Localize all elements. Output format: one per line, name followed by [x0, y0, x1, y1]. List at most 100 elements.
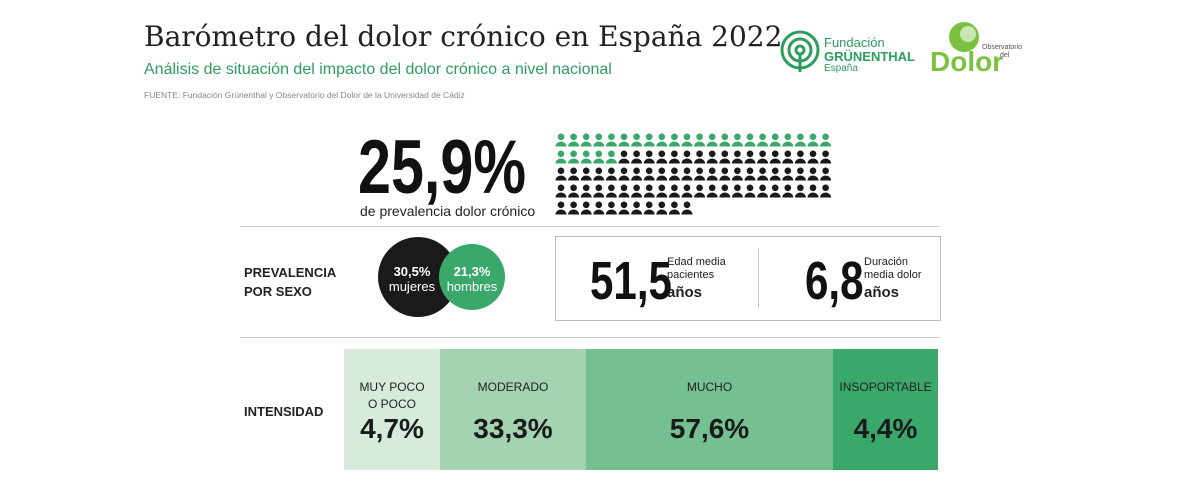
person-icon — [782, 167, 794, 181]
logo-text: Fundación — [824, 35, 885, 50]
duration-value: 6,8 — [805, 251, 864, 311]
title: Barómetro del dolor crónico en España 20… — [144, 20, 783, 53]
segment-label: INSOPORTABLE — [833, 379, 938, 396]
person-icon — [744, 150, 756, 164]
person-icon — [618, 133, 630, 147]
segment-value: 57,6% — [669, 413, 750, 444]
person-icon — [731, 167, 743, 181]
intensity-segment: INSOPORTABLE 4,4% — [833, 349, 938, 470]
person-icon — [643, 201, 655, 215]
logo-text: España — [824, 63, 858, 74]
segment-value: 4,4% — [853, 413, 918, 444]
label-line: PREVALENCIA — [244, 265, 337, 280]
prevalence-label: de prevalencia dolor crónico — [360, 203, 536, 219]
logo-text: Observatorio — [982, 44, 1023, 51]
age-value: 51,5 — [590, 251, 672, 311]
person-icon — [731, 150, 743, 164]
person-icon — [593, 184, 605, 198]
person-icon — [820, 150, 832, 164]
person-icon — [681, 167, 693, 181]
label-line: MUY POCO — [359, 380, 425, 394]
men-label: hombres — [446, 279, 498, 294]
person-icon — [694, 150, 706, 164]
person-icon — [643, 184, 655, 198]
person-icon — [794, 167, 806, 181]
person-icon — [593, 150, 605, 164]
person-icon — [631, 133, 643, 147]
person-icon — [580, 150, 592, 164]
person-icon — [744, 167, 756, 181]
label-line: Duración — [864, 256, 909, 268]
source: FUENTE: Fundación Grünenthal y Observato… — [144, 90, 465, 100]
segment-value: 4,7% — [360, 413, 424, 444]
person-icon — [656, 201, 668, 215]
person-icon — [593, 167, 605, 181]
logo-text: GRÜNENTHAL — [824, 49, 915, 64]
person-icon — [681, 201, 693, 215]
women-value: 30,5% — [393, 264, 431, 279]
person-icon — [668, 150, 680, 164]
person-icon — [668, 184, 680, 198]
age-label: Edad media pacientes — [667, 256, 726, 282]
person-icon — [757, 184, 769, 198]
intensity-segment: MUY POCO O POCO 4,7% — [344, 349, 440, 470]
person-icon — [631, 184, 643, 198]
label-line: pacientes — [667, 269, 715, 281]
person-icon — [568, 201, 580, 215]
observatorio-icon — [949, 22, 979, 52]
person-icon — [580, 167, 592, 181]
person-icon — [618, 201, 630, 215]
person-icon — [555, 201, 567, 215]
label-line: INSOPORTABLE — [839, 380, 932, 394]
people-pictogram — [555, 133, 832, 215]
person-icon — [555, 184, 567, 198]
person-icon — [643, 133, 655, 147]
men-value: 21,3% — [453, 264, 491, 279]
person-icon — [555, 150, 567, 164]
divider — [240, 337, 940, 338]
intensity-segment: MODERADO 33,3% — [440, 349, 586, 470]
men-text: 21,3% hombres — [440, 264, 504, 294]
intensity-label: INTENSIDAD — [244, 404, 324, 419]
person-icon — [568, 167, 580, 181]
sex-label: PREVALENCIA POR SEXO — [244, 263, 336, 301]
person-icon — [706, 133, 718, 147]
person-icon — [668, 167, 680, 181]
person-icon — [769, 184, 781, 198]
person-icon — [605, 201, 617, 215]
person-icon — [568, 150, 580, 164]
segment-label: MUCHO — [586, 379, 833, 396]
stats-box — [555, 236, 941, 321]
person-icon — [656, 184, 668, 198]
person-icon — [656, 150, 668, 164]
person-icon — [618, 150, 630, 164]
label-line: Edad media — [667, 256, 726, 268]
person-icon — [719, 133, 731, 147]
person-icon — [668, 133, 680, 147]
person-icon — [757, 133, 769, 147]
person-icon — [593, 133, 605, 147]
person-icon — [769, 133, 781, 147]
person-icon — [618, 167, 630, 181]
person-icon — [656, 167, 668, 181]
logo-text: del — [1000, 52, 1010, 59]
person-icon — [807, 133, 819, 147]
segment-label: MUY POCO O POCO — [344, 379, 440, 413]
person-icon — [631, 150, 643, 164]
person-icon — [706, 184, 718, 198]
divider — [240, 226, 940, 227]
person-icon — [794, 150, 806, 164]
women-label: mujeres — [388, 279, 436, 294]
person-icon — [744, 133, 756, 147]
person-icon — [782, 184, 794, 198]
person-icon — [794, 133, 806, 147]
person-icon — [744, 184, 756, 198]
label-line: O POCO — [367, 397, 416, 411]
person-icon — [656, 133, 668, 147]
person-icon — [631, 201, 643, 215]
person-icon — [757, 150, 769, 164]
person-icon — [580, 201, 592, 215]
person-icon — [694, 133, 706, 147]
duration-unit: años — [864, 284, 900, 301]
